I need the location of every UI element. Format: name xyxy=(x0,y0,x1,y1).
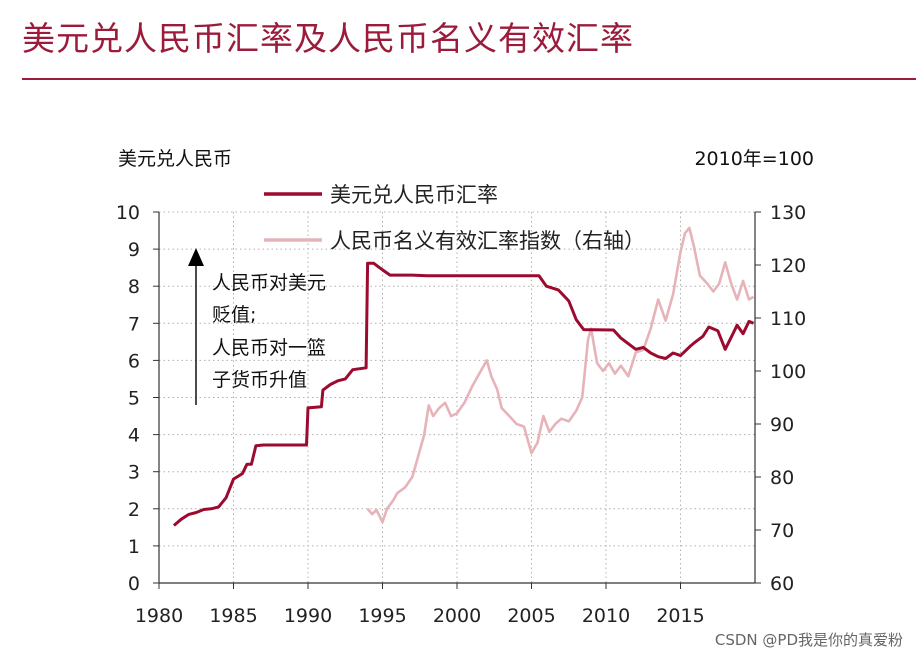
legend-label: 人民币名义有效汇率指数（右轴） xyxy=(330,229,645,253)
x-tick-label: 2005 xyxy=(507,605,555,627)
y-left-tick-label: 5 xyxy=(128,388,140,410)
annotation-line: 贬值; xyxy=(212,304,256,326)
x-tick-label: 1995 xyxy=(358,605,406,627)
title-divider xyxy=(22,78,916,80)
y-right-tick-label: 80 xyxy=(770,467,794,489)
x-tick-label: 2000 xyxy=(433,605,481,627)
annotation-arrow-head xyxy=(188,248,204,266)
y-right-tick-label: 130 xyxy=(770,202,806,224)
y-left-tick-label: 10 xyxy=(116,202,140,224)
y-right-tick-label: 90 xyxy=(770,414,794,436)
y-left-tick-label: 3 xyxy=(128,462,140,484)
y-left-tick-label: 0 xyxy=(128,573,140,595)
watermark: CSDN @PD我是你的真爱粉 xyxy=(714,631,903,649)
series-line-usdcny xyxy=(172,261,755,527)
annotation-line: 人民币对一篮 xyxy=(212,337,326,359)
annotation-line: 子货币升值 xyxy=(212,369,307,391)
y-left-tick-label: 4 xyxy=(128,425,140,447)
y-right-tick-label: 70 xyxy=(770,520,794,542)
left-axis-unit: 美元兑人民币 xyxy=(118,148,232,170)
gridlines xyxy=(159,211,755,583)
y-left-tick-label: 1 xyxy=(128,536,140,558)
x-tick-label: 2015 xyxy=(656,605,704,627)
legend-label: 美元兑人民币汇率 xyxy=(330,183,498,207)
y-left-tick-label: 2 xyxy=(128,499,140,521)
y-left-tick-label: 9 xyxy=(128,239,140,261)
y-right-tick-label: 120 xyxy=(770,255,806,277)
page-title: 美元兑人民币汇率及人民币名义有效汇率 xyxy=(22,19,634,58)
y-right-tick-label: 100 xyxy=(770,361,806,383)
y-left-tick-label: 8 xyxy=(128,276,140,298)
y-left-tick-label: 6 xyxy=(128,350,140,372)
x-tick-label: 1990 xyxy=(284,605,332,627)
y-right-tick-label: 60 xyxy=(770,573,794,595)
axes xyxy=(153,211,761,589)
series-line-neer xyxy=(366,226,755,524)
y-right-tick-label: 110 xyxy=(770,308,806,330)
right-axis-unit: 2010年=100 xyxy=(694,148,814,170)
annotation-line: 人民币对美元 xyxy=(212,272,326,294)
x-tick-label: 1980 xyxy=(135,605,183,627)
x-tick-label: 1985 xyxy=(209,605,257,627)
series-lines xyxy=(172,226,755,527)
tick-labels: 0 1 2 3 4 5 6 7 8 9 10 1980 1985 1990 1995 2000 2005 2010… xyxy=(116,202,806,627)
y-left-tick-label: 7 xyxy=(128,313,140,335)
x-tick-label: 2010 xyxy=(582,605,630,627)
